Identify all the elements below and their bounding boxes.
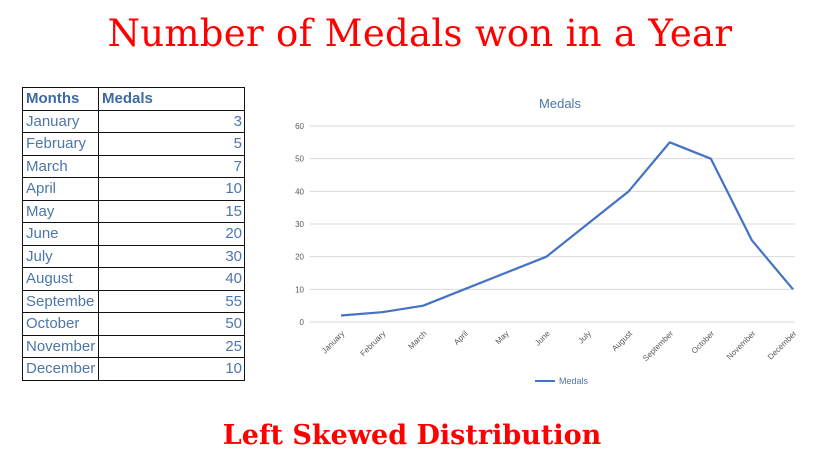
chart-plot-area: 0 10 20 30 40 50 60 January February March April Ma… bbox=[295, 122, 799, 363]
chart-title: Medals bbox=[539, 96, 581, 111]
medals-cell: 30 bbox=[98, 244, 245, 268]
legend-line-swatch bbox=[535, 380, 555, 382]
month-cell: January bbox=[22, 109, 99, 133]
x-tick-label: July bbox=[577, 329, 593, 345]
x-tick-label: April bbox=[452, 329, 470, 347]
month-cell: March bbox=[22, 154, 99, 178]
month-cell: April bbox=[22, 177, 99, 201]
x-tick-label: February bbox=[359, 329, 388, 358]
table-row: October 50 bbox=[22, 312, 245, 336]
medals-line-chart: 0 10 20 30 40 50 60 January February March April Ma… bbox=[280, 88, 800, 398]
y-tick-label: 0 bbox=[300, 318, 305, 327]
month-cell: August bbox=[22, 267, 99, 291]
x-tick-label: October bbox=[690, 329, 717, 356]
medals-cell: 15 bbox=[98, 199, 245, 223]
table-row: May 15 bbox=[22, 199, 245, 223]
medals-cell: 3 bbox=[98, 109, 245, 133]
month-cell: Septembe bbox=[22, 289, 99, 313]
table-row: November 25 bbox=[22, 334, 245, 358]
x-tick-label: December bbox=[766, 329, 799, 362]
y-tick-label: 60 bbox=[295, 122, 304, 131]
medals-table: Months Medals January 3 February 5 March 7 Apr… bbox=[22, 87, 245, 381]
y-tick-label: 30 bbox=[295, 220, 304, 229]
table-row: June 20 bbox=[22, 222, 245, 246]
table-row: August 40 bbox=[22, 267, 245, 291]
column-header-medals: Medals bbox=[98, 87, 245, 111]
column-header-months: Months bbox=[22, 87, 99, 111]
month-cell: February bbox=[22, 132, 99, 156]
x-tick-label: September bbox=[641, 329, 675, 363]
series-line-medals bbox=[340, 141, 794, 317]
x-tick-label: March bbox=[407, 329, 429, 351]
month-cell: December bbox=[22, 357, 99, 381]
medals-cell: 10 bbox=[98, 357, 245, 381]
medals-cell: 40 bbox=[98, 267, 245, 291]
medals-cell: 7 bbox=[98, 154, 245, 178]
y-tick-label: 40 bbox=[295, 187, 304, 196]
y-tick-label: 50 bbox=[295, 155, 304, 164]
x-tick-label: August bbox=[610, 329, 635, 354]
medals-cell: 50 bbox=[98, 312, 245, 336]
table-row: Septembe 55 bbox=[22, 289, 245, 313]
table-row: April 10 bbox=[22, 177, 245, 201]
x-tick-label: June bbox=[533, 329, 552, 348]
medals-cell: 20 bbox=[98, 222, 245, 246]
table-row: December 10 bbox=[22, 357, 245, 381]
medals-cell: 55 bbox=[98, 289, 245, 313]
chart-legend: Medals bbox=[535, 376, 588, 386]
x-tick-label: November bbox=[725, 329, 758, 362]
table-row: July 30 bbox=[22, 244, 245, 268]
legend-label: Medals bbox=[559, 376, 589, 386]
medals-cell: 10 bbox=[98, 177, 245, 201]
month-cell: June bbox=[22, 222, 99, 246]
medals-cell: 5 bbox=[98, 132, 245, 156]
month-cell: July bbox=[22, 244, 99, 268]
month-cell: May bbox=[22, 199, 99, 223]
page-title: Number of Medals won in a Year bbox=[107, 12, 733, 55]
medals-cell: 25 bbox=[98, 334, 245, 358]
table-header-row: Months Medals bbox=[22, 87, 245, 111]
month-cell: November bbox=[22, 334, 99, 358]
table-row: March 7 bbox=[22, 154, 245, 178]
page-subtitle: Left Skewed Distribution bbox=[222, 420, 602, 451]
x-tick-label: January bbox=[320, 329, 346, 355]
x-tick-label: May bbox=[494, 329, 511, 346]
y-tick-label: 20 bbox=[295, 253, 304, 262]
month-cell: October bbox=[22, 312, 99, 336]
table-row: January 3 bbox=[22, 109, 245, 133]
table-row: February 5 bbox=[22, 132, 245, 156]
y-tick-label: 10 bbox=[295, 285, 304, 294]
